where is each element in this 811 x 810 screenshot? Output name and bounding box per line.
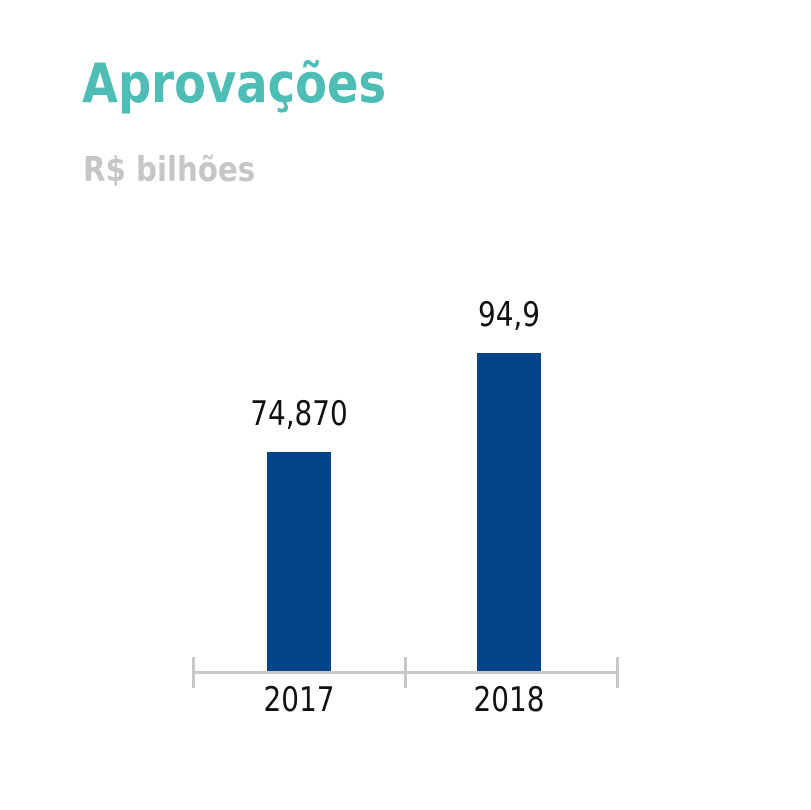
x-axis-tick [192, 657, 195, 688]
x-label-2018: 2018 [473, 680, 545, 720]
bar-2017 [267, 452, 331, 672]
x-label-2017: 2017 [263, 680, 335, 720]
value-label-2018: 94,9 [477, 295, 541, 335]
x-axis-tick [404, 657, 407, 688]
bar-2018 [477, 353, 541, 672]
x-axis-tick [616, 657, 619, 688]
value-label-2017: 74,870 [250, 394, 348, 434]
chart-subtitle: R$ bilhões [83, 150, 256, 190]
chart-title: Aprovações [82, 52, 387, 115]
